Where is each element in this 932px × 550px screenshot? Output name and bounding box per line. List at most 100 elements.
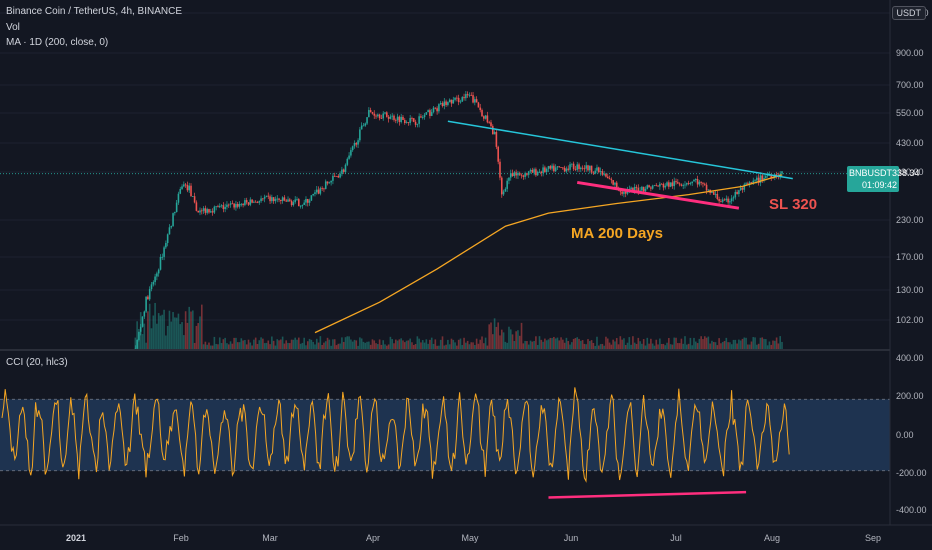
- volume-bar: [136, 321, 138, 349]
- volume-legend[interactable]: Vol: [6, 22, 20, 33]
- volume-bar: [691, 345, 693, 349]
- candle-body: [734, 191, 737, 198]
- volume-bar: [615, 338, 618, 349]
- candle-body: [488, 122, 491, 124]
- volume-bar: [774, 340, 776, 349]
- volume-bar: [630, 344, 632, 349]
- volume-bar: [655, 339, 658, 349]
- cci-divergence-line[interactable]: [548, 490, 747, 499]
- candle-body: [680, 184, 683, 186]
- volume-bar: [439, 339, 442, 349]
- volume-bar: [154, 302, 156, 349]
- candle-body: [416, 123, 419, 125]
- volume-bar: [258, 340, 261, 349]
- candle-body: [321, 188, 323, 189]
- time-tick-label: Apr: [366, 533, 380, 543]
- candle-body: [289, 199, 291, 201]
- volume-bar: [333, 339, 336, 349]
- volume-bar: [705, 337, 708, 349]
- candle-body: [377, 114, 379, 117]
- volume-bar: [614, 341, 616, 349]
- candle-body: [633, 186, 636, 191]
- candle-body: [156, 273, 158, 277]
- candle-body: [590, 165, 593, 173]
- volume-bar: [759, 337, 762, 349]
- volume-bar: [156, 323, 158, 349]
- volume-bar: [729, 342, 731, 349]
- volume-bar: [605, 336, 607, 349]
- volume-bar: [386, 345, 388, 349]
- candle-body: [727, 198, 729, 203]
- cci-tick-label: 200.00: [896, 391, 924, 401]
- volume-bar: [377, 344, 379, 349]
- candle-body: [450, 99, 453, 104]
- volume-bar: [610, 344, 613, 349]
- candle-body: [696, 179, 699, 185]
- candle-body: [572, 163, 575, 170]
- volume-bar: [698, 338, 701, 349]
- volume-bar: [484, 337, 487, 349]
- volume-bar: [269, 344, 271, 349]
- candle-body: [290, 200, 293, 206]
- candle-body: [479, 107, 482, 111]
- candle-body: [139, 326, 142, 332]
- volume-bar: [509, 329, 512, 349]
- candle-body: [581, 167, 584, 169]
- volume-bar: [524, 340, 526, 349]
- time-axis-labels[interactable]: 2021 Feb Mar Apr May Jun Jul Aug Sep: [66, 533, 881, 543]
- candle-body: [378, 114, 381, 119]
- candle-body: [445, 101, 447, 105]
- candle-body: [439, 103, 442, 105]
- candle-body: [389, 116, 392, 119]
- candle-body: [610, 179, 613, 181]
- volume-bar: [648, 343, 650, 349]
- volume-bar: [506, 342, 508, 349]
- candle-body: [576, 164, 579, 170]
- cci-legend[interactable]: CCI (20, hlc3): [6, 357, 68, 368]
- candle-body: [558, 166, 561, 168]
- volume-bar: [240, 338, 243, 349]
- candle-body: [544, 167, 546, 173]
- volume-bar: [463, 337, 465, 349]
- candle-body: [314, 192, 316, 194]
- candle-body: [244, 200, 246, 206]
- candle-body: [412, 118, 415, 122]
- volume-bar: [576, 337, 579, 349]
- volume-bar: [474, 345, 476, 349]
- candle-body: [280, 199, 282, 202]
- ma-annotation[interactable]: MA 200 Days: [571, 225, 663, 242]
- ma-legend[interactable]: MA · 1D (200, close, 0): [6, 37, 109, 48]
- volume-bar: [220, 343, 223, 349]
- volume-bar: [682, 343, 685, 349]
- volume-bar: [495, 326, 498, 349]
- volume-bar: [617, 344, 620, 349]
- volume-bar: [148, 303, 151, 349]
- candle-body: [547, 166, 550, 169]
- candle-body: [222, 205, 225, 210]
- currency-button[interactable]: USDT: [891, 6, 926, 20]
- candle-body: [152, 282, 155, 285]
- candle-body: [411, 118, 413, 119]
- volume-bar: [287, 342, 289, 349]
- volume-bar: [635, 343, 638, 349]
- sl-annotation[interactable]: SL 320: [769, 196, 818, 213]
- candle-body: [258, 201, 261, 203]
- candle-body: [429, 110, 431, 116]
- volume-bar: [375, 343, 377, 349]
- price-tag-value: 338.34: [892, 168, 920, 178]
- cci-tick-label: 400.00: [896, 353, 924, 363]
- volume-bar: [556, 337, 559, 349]
- resistance-trendline[interactable]: [447, 120, 793, 180]
- support-trendline[interactable]: [576, 180, 740, 210]
- cci-axis-labels[interactable]: 400.00 200.00 0.00 -200.00 -400.00: [896, 353, 927, 515]
- candle-body: [463, 97, 465, 99]
- candle-body: [346, 158, 349, 165]
- volume-bar: [170, 321, 173, 349]
- volume-bar: [423, 342, 426, 349]
- candle-body: [283, 197, 286, 201]
- candle-body: [172, 213, 174, 227]
- chart-title[interactable]: Binance Coin / TetherUS, 4h, BINANCE: [6, 6, 183, 17]
- candle-body: [694, 179, 697, 180]
- volume-bar: [283, 343, 286, 349]
